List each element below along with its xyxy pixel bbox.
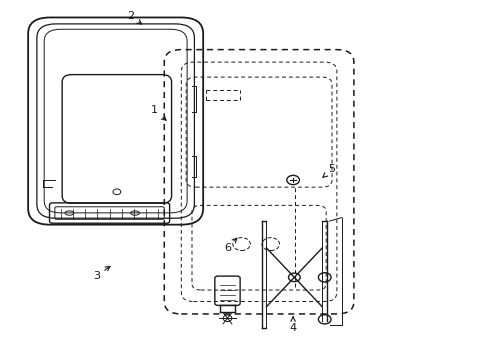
Text: 2: 2	[126, 11, 142, 24]
Text: 5: 5	[322, 164, 335, 177]
Text: 4: 4	[289, 317, 296, 333]
Text: 3: 3	[93, 266, 110, 282]
Text: 6: 6	[224, 238, 236, 253]
Text: 1: 1	[151, 105, 166, 120]
